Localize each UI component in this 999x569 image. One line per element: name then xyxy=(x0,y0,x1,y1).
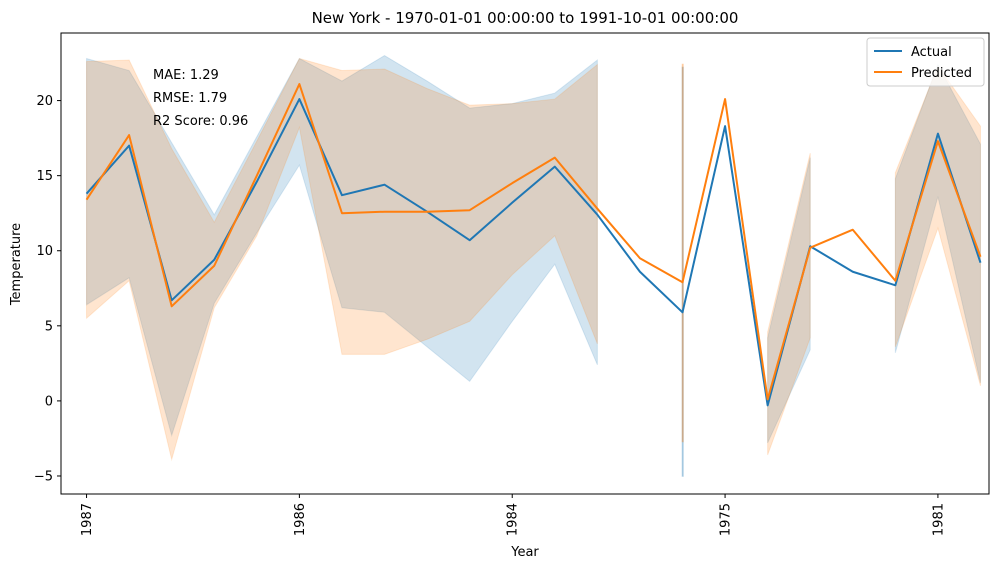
rmse-annotation: RMSE: 1.79 xyxy=(153,91,227,106)
r2-annotation: R2 Score: 0.96 xyxy=(153,114,248,129)
legend: Actual Predicted xyxy=(866,37,985,87)
legend-label-predicted: Predicted xyxy=(911,66,972,81)
actual-confidence-band-2 xyxy=(767,157,811,444)
x-tick-label: 1984 xyxy=(506,503,521,536)
metrics-annotations: MAE: 1.29 RMSE: 1.79 R2 Score: 0.96 xyxy=(153,68,248,129)
y-tick-label: 15 xyxy=(36,169,53,184)
chart-title: New York - 1970-01-01 00:00:00 to 1991-1… xyxy=(312,9,739,27)
y-tick-label: 20 xyxy=(36,94,53,109)
x-tick-label: 1986 xyxy=(293,503,308,536)
plot-area: −5 0 5 10 15 20 1987 1986 1984 1975 1981 xyxy=(34,32,990,536)
axes-frame xyxy=(60,32,990,495)
predicted-confidence-band-2 xyxy=(767,153,811,456)
x-tick-label: 1987 xyxy=(80,503,95,536)
predicted-series-line xyxy=(85,83,982,401)
x-tick-label: 1981 xyxy=(931,503,946,536)
y-tick-label: 10 xyxy=(36,244,53,259)
y-tick-label: 0 xyxy=(45,394,53,409)
x-axis-title: Year xyxy=(510,545,539,560)
mae-annotation: MAE: 1.29 xyxy=(153,68,219,83)
legend-label-actual: Actual xyxy=(911,45,952,60)
y-axis-title: Temperature xyxy=(9,223,24,306)
predicted-confidence-band-0 xyxy=(86,57,598,462)
y-tick-label: 5 xyxy=(45,319,53,334)
x-tick-label: 1975 xyxy=(719,503,734,536)
y-tick-label: −5 xyxy=(34,469,53,484)
actual-confidence-band-0 xyxy=(86,54,598,438)
